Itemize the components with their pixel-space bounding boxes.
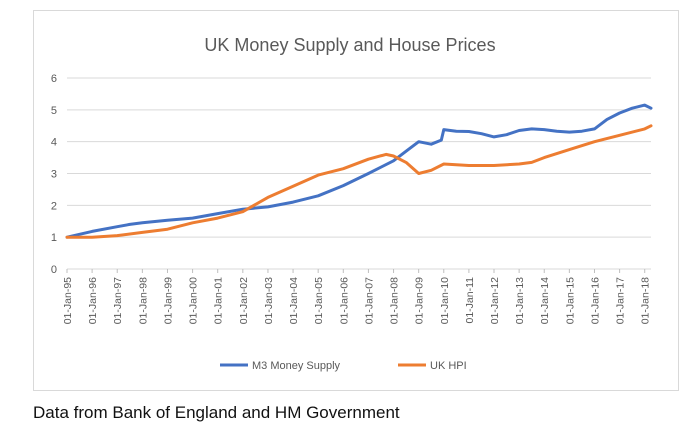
x-tick-label: 01-Jan-03 <box>263 277 275 324</box>
x-tick-label: 01-Jan-12 <box>489 277 501 324</box>
x-tick-label: 01-Jan-18 <box>640 277 652 324</box>
x-axis-ticks: 01-Jan-95 01-Jan-96 01-Jan-97 01-Jan-98 01-J… <box>62 269 652 324</box>
chart-svg: UK Money Supply and House Prices 0 1 2 3 4 5 6… <box>51 35 653 372</box>
x-tick-label: 01-Jan-02 <box>238 277 250 324</box>
series-lines <box>65 103 653 239</box>
chart-frame: UK Money Supply and House Prices 0 1 2 3 4 5 6… <box>33 10 679 391</box>
legend-label: M3 Money Supply <box>252 360 341 372</box>
y-tick-label: 2 <box>51 200 57 212</box>
x-tick-label: 01-Jan-95 <box>62 277 74 324</box>
x-tick-label: 01-Jan-15 <box>564 277 576 324</box>
chart-title: UK Money Supply and House Prices <box>204 35 495 55</box>
x-tick-label: 01-Jan-16 <box>589 277 601 324</box>
y-tick-label: 0 <box>51 264 57 276</box>
y-tick-label: 6 <box>51 73 57 85</box>
x-tick-label: 01-Jan-98 <box>137 277 149 324</box>
x-tick-label: 01-Jan-96 <box>87 277 99 324</box>
y-axis-ticks: 0 1 2 3 4 5 6 <box>51 73 57 276</box>
x-tick-label: 01-Jan-17 <box>615 277 627 324</box>
y-tick-label: 1 <box>51 232 57 244</box>
y-tick-label: 5 <box>51 105 57 117</box>
y-tick-label: 3 <box>51 169 57 181</box>
x-tick-label: 01-Jan-11 <box>464 277 476 324</box>
legend-label: UK HPI <box>430 360 467 372</box>
x-tick-label: 01-Jan-01 <box>213 277 225 324</box>
x-tick-label: 01-Jan-00 <box>188 277 200 324</box>
figure-caption: Data from Bank of England and HM Governm… <box>33 403 400 422</box>
y-tick-label: 4 <box>51 137 57 149</box>
x-tick-label: 01-Jan-08 <box>389 277 401 324</box>
x-tick-label: 01-Jan-07 <box>363 277 375 324</box>
x-tick-label: 01-Jan-13 <box>514 277 526 324</box>
x-tick-label: 01-Jan-04 <box>288 277 300 324</box>
grid-lines <box>67 77 651 270</box>
series-line-m3-money-supply <box>65 103 653 239</box>
x-tick-label: 01-Jan-14 <box>539 277 551 324</box>
x-tick-label: 01-Jan-05 <box>313 277 325 324</box>
x-tick-label: 01-Jan-10 <box>439 277 451 324</box>
x-tick-label: 01-Jan-99 <box>162 277 174 324</box>
legend: M3 Money Supply UK HPI <box>220 360 467 372</box>
x-tick-label: 01-Jan-97 <box>112 277 124 324</box>
series-line-uk-hpi <box>65 124 653 239</box>
x-tick-label: 01-Jan-09 <box>414 277 426 324</box>
x-tick-label: 01-Jan-06 <box>338 277 350 324</box>
